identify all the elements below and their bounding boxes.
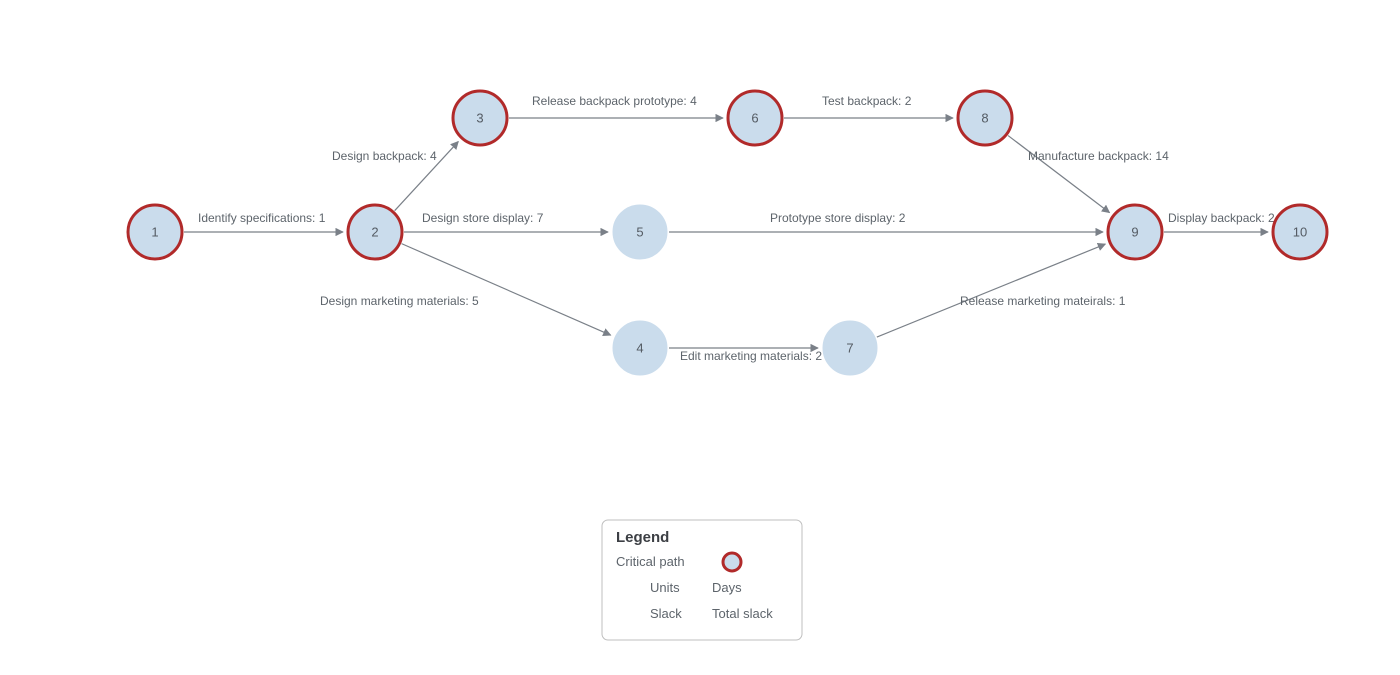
node: 2	[348, 205, 402, 259]
node-label: 1	[151, 225, 158, 240]
node-label: 7	[846, 341, 853, 356]
legend-title: Legend	[616, 529, 669, 546]
legend: Legend Critical path Units Days Slack Total s…	[602, 520, 802, 640]
edge-label: Display backpack: 2	[1168, 211, 1275, 225]
node: 6	[728, 91, 782, 145]
node-label: 3	[476, 111, 483, 126]
node-label: 8	[981, 111, 988, 126]
node-label: 9	[1131, 225, 1138, 240]
edge-label: Release backpack prototype: 4	[532, 94, 697, 108]
edge	[1008, 136, 1109, 213]
node: 8	[958, 91, 1012, 145]
node-label: 4	[636, 341, 643, 356]
node: 4	[613, 321, 667, 375]
edge-label: Design backpack: 4	[332, 149, 437, 163]
legend-swatch-critical	[723, 553, 741, 571]
edge-label: Edit marketing materials: 2	[680, 349, 822, 363]
node-label: 2	[371, 225, 378, 240]
node: 7	[823, 321, 877, 375]
node: 3	[453, 91, 507, 145]
edge-label: Release marketing mateirals: 1	[960, 294, 1126, 308]
node: 10	[1273, 205, 1327, 259]
nodes-layer: 1 2 3 4 5 6 7 8 9 10	[128, 91, 1327, 375]
edge-label: Manufacture backpack: 14	[1028, 149, 1169, 163]
activity-network-diagram: Identify specifications: 1 Design backpac…	[0, 0, 1400, 675]
node-label: 10	[1293, 225, 1307, 240]
edge-label: Prototype store display: 2	[770, 211, 906, 225]
legend-row-right: Days	[712, 580, 742, 595]
edge	[877, 244, 1106, 337]
node-label: 6	[751, 111, 758, 126]
edge-label: Design marketing materials: 5	[320, 294, 479, 308]
node: 5	[613, 205, 667, 259]
legend-row-left: Slack	[650, 606, 682, 621]
node-label: 5	[636, 225, 643, 240]
legend-row-left: Units	[650, 580, 680, 595]
edge-label: Design store display: 7	[422, 211, 544, 225]
legend-row-right: Total slack	[712, 606, 773, 621]
edge	[402, 244, 611, 336]
edge-label: Identify specifications: 1	[198, 211, 326, 225]
legend-row-left: Critical path	[616, 554, 685, 569]
edge-label: Test backpack: 2	[822, 94, 912, 108]
node: 9	[1108, 205, 1162, 259]
node: 1	[128, 205, 182, 259]
